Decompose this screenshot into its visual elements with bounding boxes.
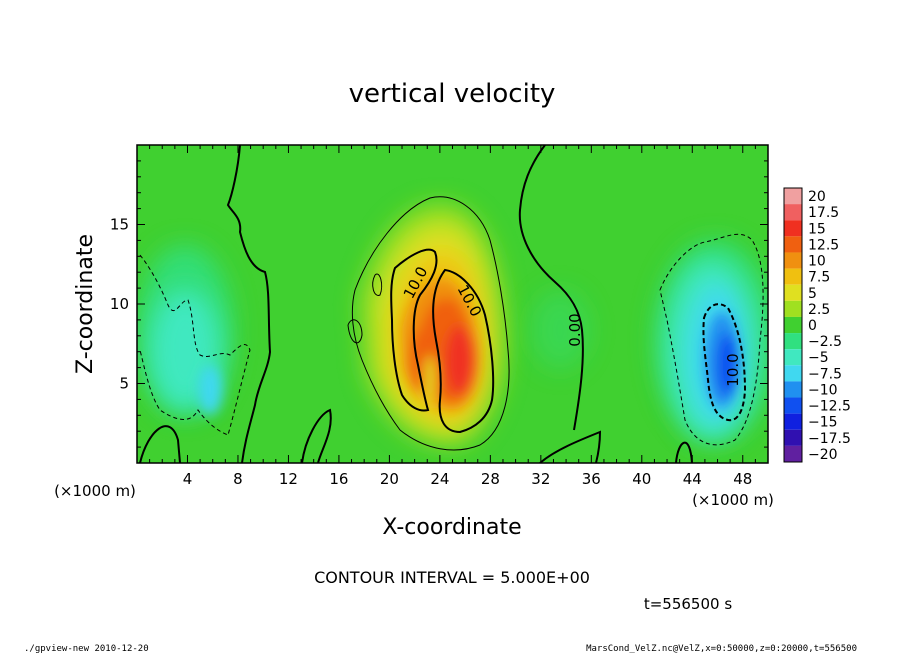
colorbar-label: −7.5	[808, 366, 842, 382]
y-axis-ticks: 5 10 15	[110, 160, 768, 448]
x-tick-label: 48	[733, 470, 752, 488]
time-stamp: t=556500 s	[644, 595, 732, 613]
zero-contour-left	[226, 145, 272, 463]
x-unit-left: (×1000 m)	[54, 482, 136, 500]
colorbar-swatch	[784, 236, 802, 253]
colorbar-label: 20	[808, 189, 826, 205]
colorbar-label: 12.5	[808, 237, 839, 253]
x-tick-label: 8	[233, 470, 243, 488]
colorbar-swatch	[784, 284, 802, 301]
colorbar-swatch	[784, 413, 802, 430]
x-tick-label: 20	[380, 470, 399, 488]
colorbar-swatch	[784, 188, 802, 205]
colorbar: 2017.51512.5107.552.50−2.5−5−7.5−10−12.5…	[783, 187, 851, 463]
colorbar-swatch	[784, 349, 802, 366]
colorbar-swatch	[784, 268, 802, 285]
neg-contour-left	[139, 254, 251, 436]
colorbar-swatch	[784, 220, 802, 237]
x-tick-label: 12	[279, 470, 298, 488]
y-axis-label: Z-coordinate	[73, 234, 98, 374]
colorbar-label: 15	[808, 221, 826, 237]
colorbar-swatch	[784, 300, 802, 317]
colorbar-swatch	[784, 204, 802, 221]
colorbar-label: 0	[808, 318, 817, 334]
colorbar-swatch	[784, 445, 802, 462]
colorbar-label: −17.5	[808, 431, 851, 447]
zero-contour-center	[518, 145, 584, 431]
colorbar-label: −10	[808, 382, 838, 398]
colorbar-swatch	[784, 365, 802, 382]
x-tick-label: 4	[183, 470, 193, 488]
x-tick-label: 28	[481, 470, 500, 488]
pos-contour-10b	[432, 268, 495, 434]
colorbar-label: 17.5	[808, 205, 839, 221]
colorbar-label: −5	[808, 350, 829, 366]
x-tick-label: 32	[531, 470, 550, 488]
colorbar-label: −2.5	[808, 334, 842, 350]
contour-label-4: 10.0	[724, 353, 742, 386]
neg-contour-right	[659, 233, 764, 446]
colorbar-swatch	[784, 381, 802, 398]
contour-lines	[139, 145, 764, 463]
contour-interval: CONTOUR INTERVAL = 5.000E+00	[314, 568, 590, 587]
colorbar-frame	[783, 187, 803, 463]
x-tick-label: 44	[683, 470, 702, 488]
chart-title: vertical velocity	[349, 79, 556, 109]
zero-contour-bottom	[139, 408, 693, 463]
pos-contour-inner	[347, 273, 383, 344]
colorbar-label: 7.5	[808, 270, 830, 286]
colorbar-swatch	[784, 429, 802, 446]
footer-left: ./gpview-new 2010-12-20	[24, 644, 149, 654]
x-tick-label: 40	[632, 470, 651, 488]
x-axis-ticks: 4 8 12 16 20 24 28 32 36 40 44 48	[149, 145, 756, 488]
colorbar-label: −15	[808, 415, 838, 431]
pos-contour-10	[390, 248, 438, 412]
colorbar-swatch	[784, 397, 802, 414]
colorbar-label: 2.5	[808, 302, 830, 318]
colorbar-swatch	[784, 333, 802, 350]
y-tick-label: 15	[110, 216, 129, 234]
colorbar-label: −20	[808, 447, 838, 463]
colorbar-swatch	[784, 316, 802, 334]
colorbar-label: 5	[808, 286, 817, 302]
footer-right: MarsCond_VelZ.nc@VelZ,x=0:50000,z=0:2000…	[586, 644, 857, 654]
heatmap-field: 10.0 10.0 0.00 10.0	[137, 145, 768, 463]
x-tick-label: 16	[329, 470, 348, 488]
colorbar-swatch	[784, 252, 802, 269]
y-tick-label: 5	[119, 375, 129, 393]
x-unit-right: (×1000 m)	[692, 491, 774, 509]
colorbar-label: 10	[808, 254, 826, 270]
x-axis-label: X-coordinate	[382, 515, 521, 540]
x-tick-label: 24	[430, 470, 449, 488]
pos-contour-outer	[351, 196, 510, 451]
y-tick-label: 10	[110, 295, 129, 313]
colorbar-label: −12.5	[808, 399, 851, 415]
x-tick-label: 36	[582, 470, 601, 488]
contour-label-3: 0.00	[566, 313, 584, 346]
